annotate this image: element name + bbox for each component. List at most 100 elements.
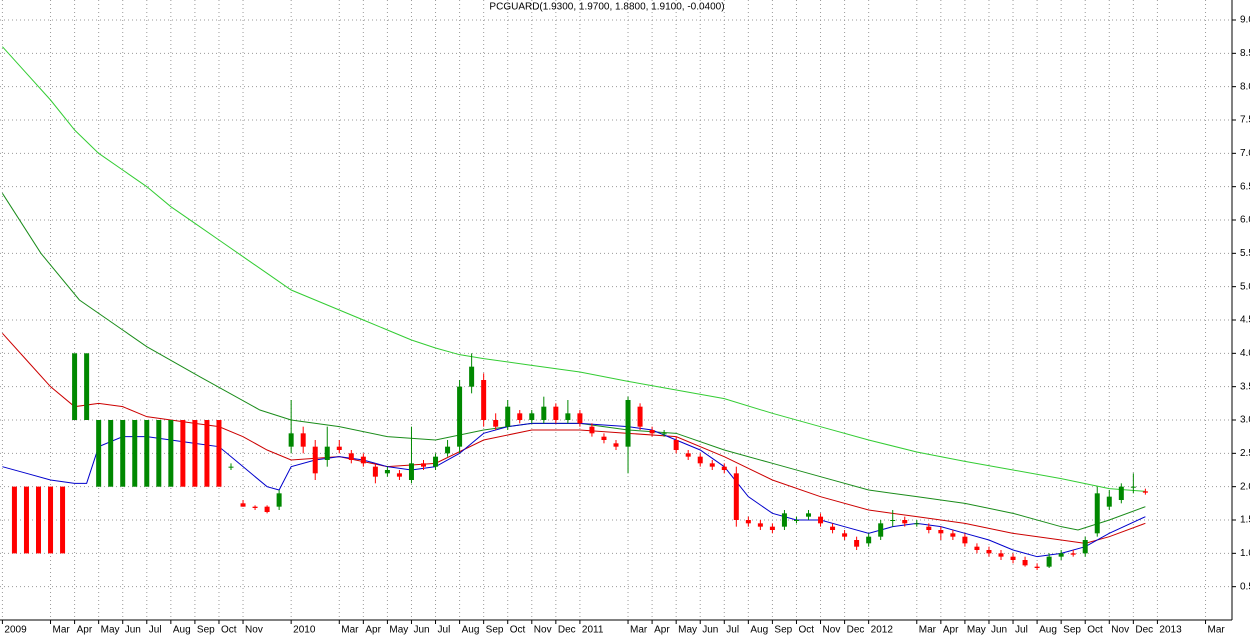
candle-body bbox=[264, 506, 270, 512]
y-tick-label: 7.0 bbox=[1240, 148, 1250, 159]
y-tick-label: 6.5 bbox=[1240, 181, 1250, 192]
candle-body bbox=[1082, 540, 1088, 554]
candle-body bbox=[324, 446, 330, 460]
x-tick-label: 2010 bbox=[293, 625, 316, 636]
candle-body bbox=[1106, 496, 1112, 507]
x-tick-label: Mar bbox=[341, 625, 359, 636]
y-tick-label: 5.0 bbox=[1240, 281, 1250, 292]
x-tick-label: Sep bbox=[197, 625, 215, 636]
candle-body bbox=[433, 456, 439, 467]
x-tick-label: Dec bbox=[847, 625, 865, 636]
x-tick-label: Mar bbox=[1208, 625, 1226, 636]
candle-body bbox=[625, 400, 631, 447]
candle-body bbox=[589, 426, 595, 434]
candle-body bbox=[493, 420, 499, 427]
candle-body bbox=[23, 486, 29, 554]
candle-body bbox=[685, 453, 691, 457]
candle-body bbox=[120, 420, 126, 487]
candle-body bbox=[204, 420, 210, 487]
y-tick-label: 1.0 bbox=[1240, 548, 1250, 559]
candle-body bbox=[156, 420, 162, 487]
x-tick-label: May bbox=[389, 625, 408, 636]
y-tick-label: 6.0 bbox=[1240, 215, 1250, 226]
candle-body bbox=[745, 520, 751, 524]
x-tick-label: 2009 bbox=[4, 625, 27, 636]
grid bbox=[0, 0, 1232, 620]
candle-body bbox=[396, 473, 402, 477]
candle-body bbox=[96, 420, 102, 487]
x-tick-label: Nov bbox=[534, 625, 552, 636]
x-tick-label: Oct bbox=[510, 625, 526, 636]
candle-body bbox=[842, 533, 848, 537]
chart-title: PCGUARD(1.9300, 1.9700, 1.8800, 1.9100, … bbox=[489, 2, 724, 13]
candle-body bbox=[577, 413, 583, 424]
y-tick-label: 4.0 bbox=[1240, 348, 1250, 359]
candle-body bbox=[854, 540, 860, 547]
x-tick-label: Apr bbox=[943, 625, 959, 636]
x-tick-label: Jun bbox=[125, 625, 141, 636]
x-tick-label: Sep bbox=[774, 625, 792, 636]
candle-body bbox=[421, 463, 426, 467]
candle-body bbox=[336, 446, 342, 450]
x-tick-label: May bbox=[101, 625, 120, 636]
moving-average-line bbox=[2, 422, 1146, 558]
x-tick-label: Sep bbox=[1063, 625, 1081, 636]
x-tick-label: Aug bbox=[462, 625, 480, 636]
candle-body bbox=[505, 406, 511, 427]
candle-body bbox=[1022, 560, 1028, 566]
candle-body bbox=[168, 420, 174, 487]
x-tick-label: Nov bbox=[1111, 625, 1129, 636]
candle-body bbox=[312, 446, 318, 474]
candle-body bbox=[1094, 493, 1100, 534]
candle-body bbox=[408, 463, 414, 480]
candle-body bbox=[962, 536, 968, 544]
candle-body bbox=[228, 466, 234, 468]
x-tick-label: Jun bbox=[413, 625, 429, 636]
candle-body bbox=[445, 446, 451, 454]
candle-body bbox=[108, 420, 114, 487]
x-tick-label: 2013 bbox=[1159, 625, 1182, 636]
candle-body bbox=[1046, 556, 1052, 567]
candle-body bbox=[649, 430, 655, 434]
candle-body bbox=[1070, 553, 1076, 555]
x-tick-label: Aug bbox=[173, 625, 191, 636]
candle-body bbox=[1058, 553, 1064, 557]
candle-body bbox=[180, 420, 186, 487]
x-tick-label: Jul bbox=[726, 625, 739, 636]
candle-body bbox=[986, 550, 992, 554]
candle-body bbox=[721, 466, 727, 470]
candle-body bbox=[878, 523, 884, 537]
candle-body bbox=[830, 526, 836, 530]
y-tick-label: 8.0 bbox=[1240, 81, 1250, 92]
candle-body bbox=[132, 420, 138, 487]
y-tick-label: 8.5 bbox=[1240, 48, 1250, 59]
x-tick-label: Jul bbox=[1015, 625, 1028, 636]
x-tick-label: Jun bbox=[702, 625, 718, 636]
x-tick-label: Apr bbox=[77, 625, 93, 636]
candle-body bbox=[457, 386, 463, 447]
x-tick-label: Dec bbox=[1135, 625, 1153, 636]
candle-body bbox=[252, 506, 258, 508]
x-tick-label: Jun bbox=[991, 625, 1007, 636]
candle-body bbox=[866, 536, 872, 544]
candle-body bbox=[950, 533, 956, 537]
candle-body bbox=[769, 526, 775, 530]
y-tick-label: 9.0 bbox=[1240, 15, 1250, 26]
x-tick-label: Apr bbox=[365, 625, 381, 636]
x-tick-label: Nov bbox=[245, 625, 263, 636]
candle-body bbox=[11, 486, 17, 554]
candle-body bbox=[974, 546, 980, 550]
y-tick-label: 3.5 bbox=[1240, 381, 1250, 392]
candle-body bbox=[72, 353, 78, 420]
candle-body bbox=[348, 453, 354, 460]
x-tick-label: Sep bbox=[486, 625, 504, 636]
candle-body bbox=[553, 406, 559, 420]
x-tick-label: Aug bbox=[1039, 625, 1057, 636]
x-tick-label: Apr bbox=[654, 625, 670, 636]
candle-body bbox=[914, 523, 920, 525]
candle-body bbox=[757, 523, 763, 527]
x-tick-label: 2012 bbox=[871, 625, 894, 636]
candle-body bbox=[300, 433, 306, 447]
candle-body bbox=[781, 513, 787, 527]
candle-body bbox=[372, 466, 378, 477]
